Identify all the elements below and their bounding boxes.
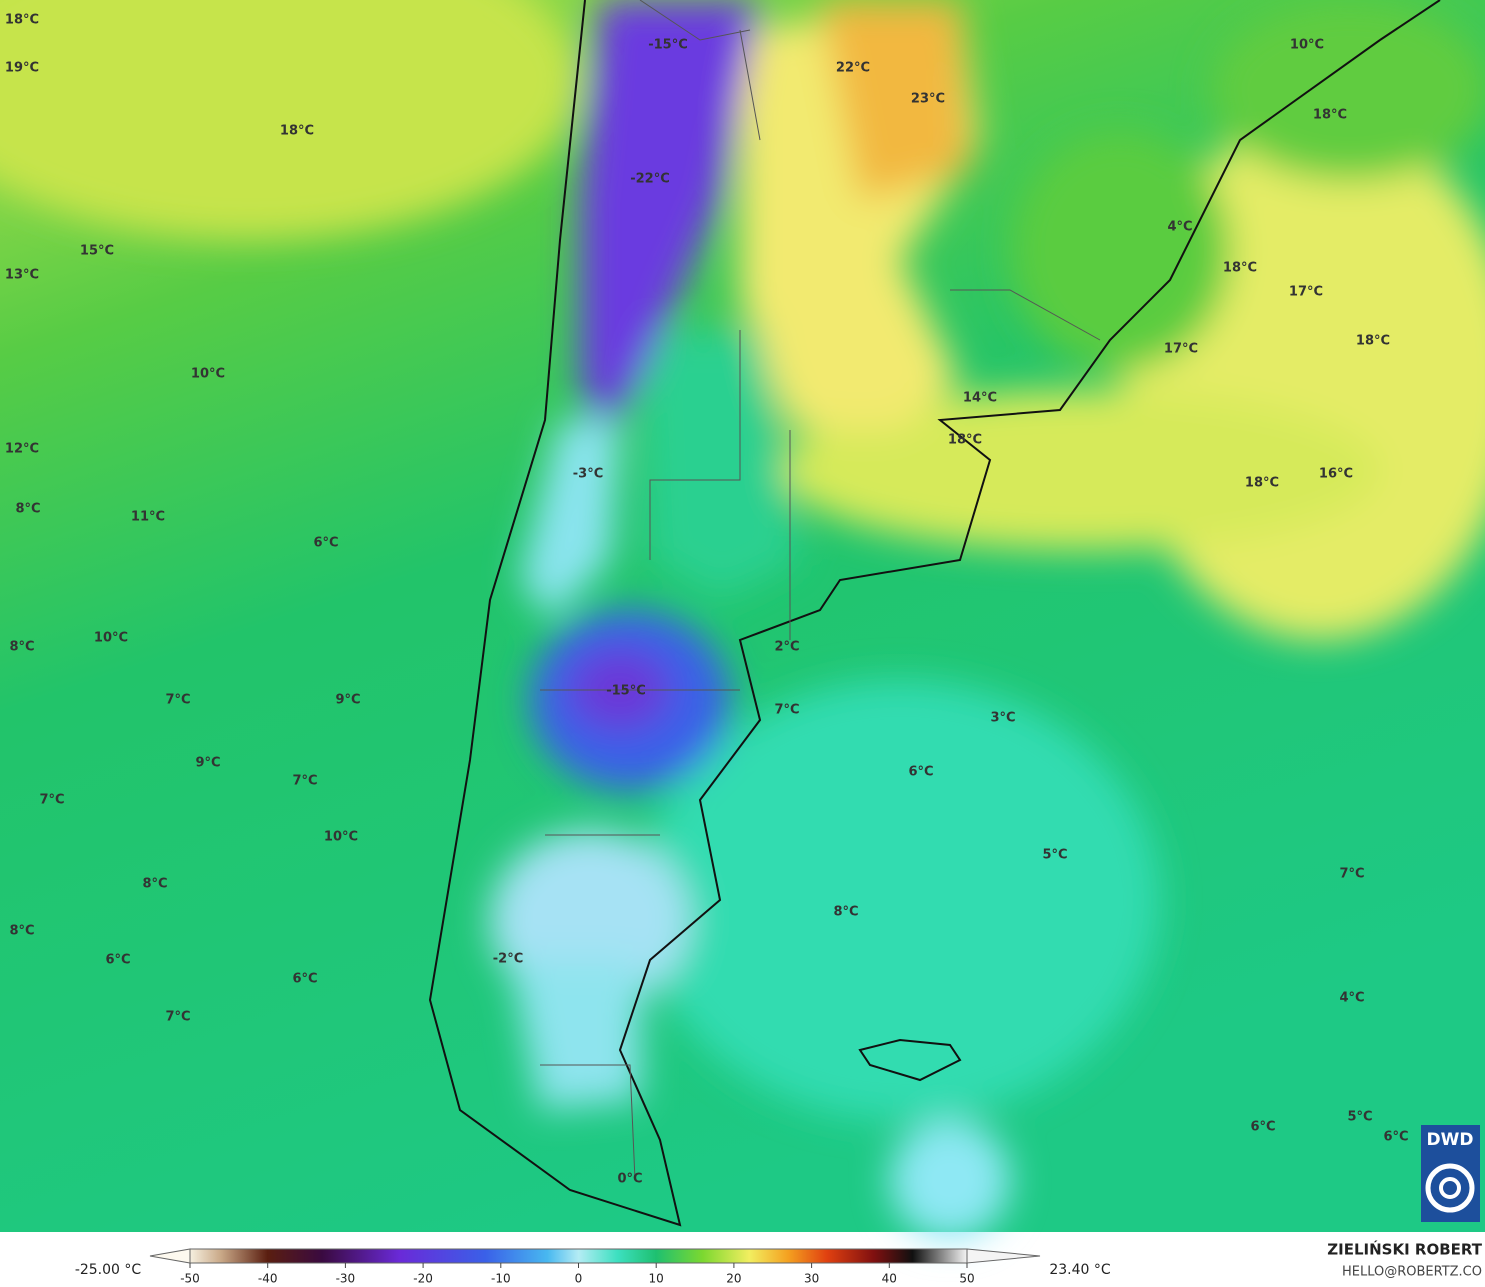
logo-text: DWD (1427, 1130, 1474, 1150)
temperature-label: -15°C (648, 38, 688, 53)
temperature-label: 12°C (5, 442, 39, 457)
coastline (428, 0, 1441, 1227)
temperature-label: 4°C (1339, 991, 1364, 1006)
logo-swirl (1439, 1177, 1461, 1199)
temperature-label: 13°C (5, 268, 39, 283)
temperature-label: 6°C (292, 972, 317, 987)
colorbar-tick-label: 10 (649, 1272, 664, 1286)
temperature-label: 18°C (1313, 108, 1347, 123)
colorbar-low-end (149, 1248, 191, 1264)
colorbar-tick-label: 40 (882, 1272, 897, 1286)
map: 18°C 19°C 18°C -15°C 22°C 23°C 10°C 18°C -22°C 15… (0, 0, 1485, 1240)
colorbar-tick-label: 0 (575, 1272, 583, 1286)
colorbar-tick-label: 20 (726, 1272, 741, 1286)
email: HELLO@ROBERTZ.CO (1342, 1265, 1482, 1280)
temperature-label: 5°C (1042, 848, 1067, 863)
min-value: -25.00 °C (75, 1262, 142, 1278)
temperature-label: 6°C (908, 765, 933, 780)
temperature-label: 0°C (617, 1172, 642, 1187)
dwd-logo: DWD (1421, 1125, 1480, 1222)
temperature-label: 15°C (80, 244, 114, 259)
temperature-label: 8°C (9, 640, 34, 655)
temperature-label: -2°C (493, 952, 523, 967)
temperature-label: 9°C (195, 756, 220, 771)
temperature-label: 14°C (963, 391, 997, 406)
temperature-label: 5°C (1347, 1110, 1372, 1125)
max-value: 23.40 °C (1049, 1262, 1111, 1278)
colorbar-tick-label: -10 (491, 1272, 511, 1286)
temperature-label: -3°C (573, 467, 603, 482)
temperature-label: 23°C (911, 92, 945, 107)
temperature-label: 11°C (131, 510, 165, 525)
borders (540, 0, 1101, 1181)
temperature-label: 6°C (1250, 1120, 1275, 1135)
temperature-label: 8°C (15, 502, 40, 517)
temperature-label: 8°C (833, 905, 858, 920)
colorbar-tick-label: -40 (258, 1272, 278, 1286)
temperature-label: 7°C (774, 703, 799, 718)
temperature-label: 18°C (5, 13, 39, 28)
temperature-label: 10°C (94, 631, 128, 646)
temperature-label: 7°C (165, 693, 190, 708)
temperature-label: 6°C (105, 953, 130, 968)
temperature-label: 6°C (313, 536, 338, 551)
colorbar-tick-label: -30 (336, 1272, 356, 1286)
temperature-label: 7°C (292, 774, 317, 789)
colorbar-tick-label: -50 (180, 1272, 200, 1286)
logo-swirl (1425, 1163, 1475, 1213)
temperature-label: 8°C (142, 877, 167, 892)
temperature-label: 7°C (165, 1010, 190, 1025)
temperature-label: 18°C (1245, 476, 1279, 491)
colorbar-tick-label: 30 (804, 1272, 819, 1286)
temperature-label: 18°C (1356, 334, 1390, 349)
temperature-label: 2°C (774, 640, 799, 655)
temperature-label: 18°C (280, 124, 314, 139)
temperature-label: 8°C (9, 924, 34, 939)
author: ZIELIŃSKI ROBERT (1327, 1240, 1482, 1259)
colorbar-tick-label: -20 (413, 1272, 433, 1286)
falkland-islands (858, 1038, 962, 1082)
temperature-label: 7°C (39, 793, 64, 808)
colorbar-high-end (966, 1248, 1041, 1264)
colorbar-tick-label: 50 (959, 1272, 974, 1286)
temperature-label: 19°C (5, 61, 39, 76)
colorbar: -25.00 °C 23.40 °C -50 -40 -30 -20 -10 0 10 20 3… (75, 1248, 1111, 1286)
temperature-field (0, 0, 1485, 1240)
temperature-label: 16°C (1319, 467, 1353, 482)
temperature-label: 10°C (324, 830, 358, 845)
temperature-label: 7°C (1339, 867, 1364, 882)
temperature-label: 6°C (1383, 1130, 1408, 1145)
colorbar-bar (189, 1248, 968, 1264)
temperature-label: 18°C (1223, 261, 1257, 276)
temperature-label: 17°C (1289, 285, 1323, 300)
temperature-label: -22°C (630, 172, 670, 187)
temperature-label: 4°C (1167, 220, 1192, 235)
temperature-label: 10°C (191, 367, 225, 382)
temperature-label: 3°C (990, 711, 1015, 726)
temperature-labels: 18°C 19°C 18°C -15°C 22°C 23°C 10°C 18°C -22°C 15… (5, 13, 1409, 1187)
temperature-label: 17°C (1164, 342, 1198, 357)
temperature-label: 18°C (948, 433, 982, 448)
temperature-label: 9°C (335, 693, 360, 708)
temperature-label: 10°C (1290, 38, 1324, 53)
temperature-label: 22°C (836, 61, 870, 76)
temperature-label: -15°C (606, 684, 646, 699)
